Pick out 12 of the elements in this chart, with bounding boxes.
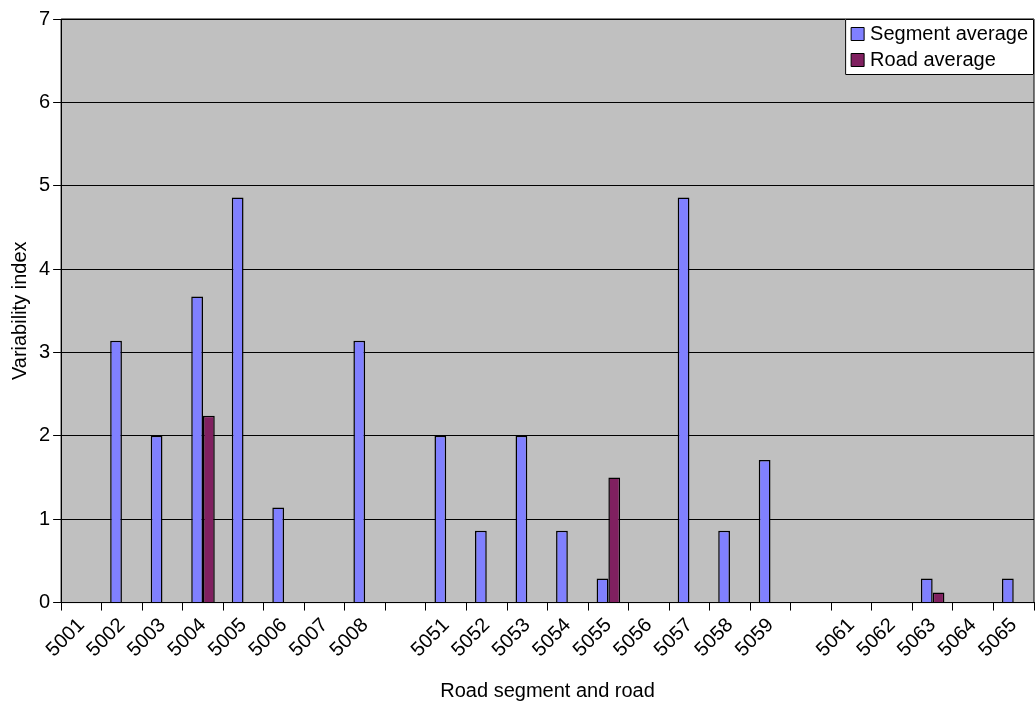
y-tick-label: 3 xyxy=(39,339,51,362)
y-tick-label: 0 xyxy=(39,590,51,613)
y-tick-label: 4 xyxy=(39,256,51,279)
y-tick-label: 6 xyxy=(39,89,51,112)
y-tick-label: 1 xyxy=(39,506,51,529)
y-tick-label: 2 xyxy=(39,423,51,446)
legend-label: Segment average xyxy=(870,21,1029,44)
x-axis-title: Road segment and road xyxy=(440,678,655,701)
y-tick-label: 7 xyxy=(39,6,51,29)
y-tick-label: 5 xyxy=(39,173,51,196)
y-axis-title: Variability index xyxy=(7,241,30,381)
legend-label: Road average xyxy=(870,47,996,70)
